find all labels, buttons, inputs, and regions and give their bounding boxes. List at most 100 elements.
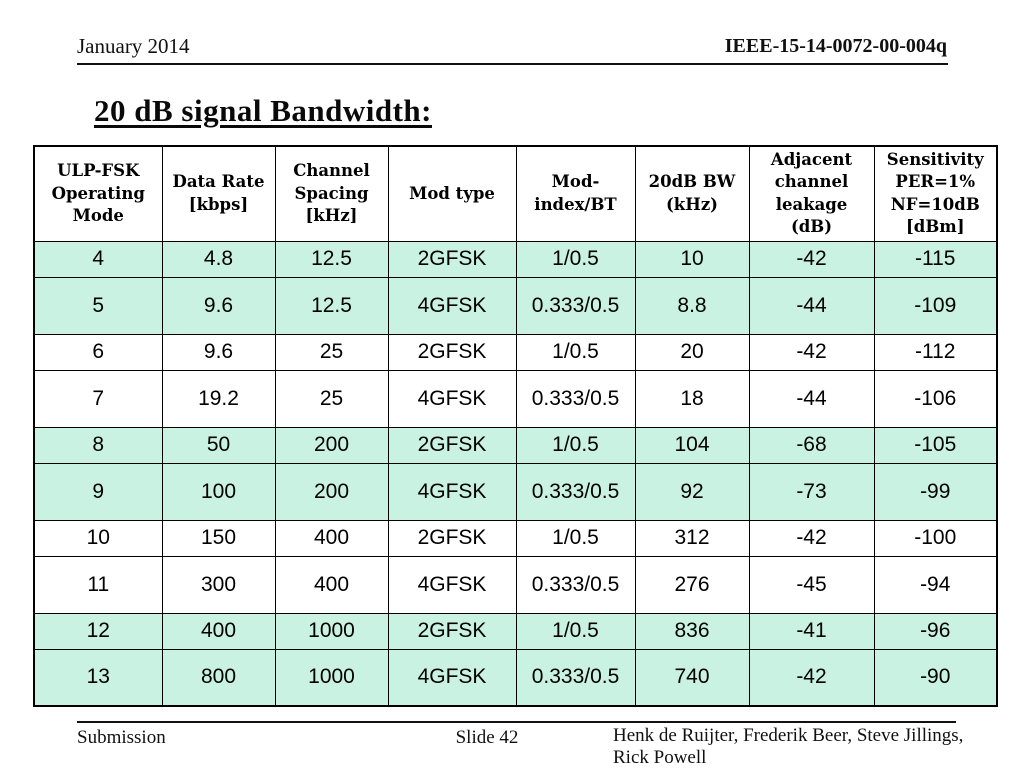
table-cell: 2GFSK <box>387 426 517 464</box>
footer-submission-label: Submission <box>77 727 166 748</box>
table-cell: 50 <box>161 426 276 464</box>
table-cell: -42 <box>748 519 875 557</box>
table-cell: -73 <box>748 462 875 521</box>
table-cell: 1/0.5 <box>515 612 636 650</box>
table-cell: 0.333/0.5 <box>515 276 636 335</box>
table-cell: 200 <box>274 462 389 521</box>
table-cell: -94 <box>873 555 998 614</box>
table-cell: 4GFSK <box>387 276 517 335</box>
table-cell: 92 <box>634 462 750 521</box>
table-cell: 400 <box>274 555 389 614</box>
table-cell: 12 <box>33 612 163 650</box>
table-header-cell: Channel Spacing [kHz] <box>274 145 389 242</box>
footer-rule <box>77 721 956 723</box>
footer-authors-line1: Henk de Ruijter, Frederik Beer, Steve Ji… <box>613 725 964 746</box>
header-document-id: IEEE-15-14-0072-00-004q <box>724 35 947 57</box>
footer-authors-line2: Rick Powell <box>613 747 707 768</box>
table-cell: 2GFSK <box>387 240 517 278</box>
table-cell: -106 <box>873 369 998 428</box>
table-cell: 1/0.5 <box>515 519 636 557</box>
table-header-cell: Sensitivity PER=1% NF=10dB [dBm] <box>873 145 998 242</box>
table-cell: -90 <box>873 648 998 707</box>
table-cell: -42 <box>748 648 875 707</box>
table-body: 4 4.8 12.5 2GFSK 1/0.5 10 -42 -115 5 9.6 12.5 4GFSK… <box>33 240 998 707</box>
table-row: 5 9.6 12.5 4GFSK 0.333/0.5 8.8 -44 -109 <box>33 276 998 335</box>
table-cell: -105 <box>873 426 998 464</box>
table-cell: 12.5 <box>274 240 389 278</box>
table-header-row: ULP-FSK Operating Mode Data Rate [kbps] Ch… <box>33 145 998 242</box>
table-cell: 800 <box>161 648 276 707</box>
table-cell: 1/0.5 <box>515 333 636 371</box>
table-cell: 2GFSK <box>387 333 517 371</box>
table-cell: -109 <box>873 276 998 335</box>
table-cell: 100 <box>161 462 276 521</box>
table-cell: 8 <box>33 426 163 464</box>
table-cell: 1000 <box>274 612 389 650</box>
table-cell: 1000 <box>274 648 389 707</box>
table-cell: 1/0.5 <box>515 240 636 278</box>
table-cell: 9.6 <box>161 276 276 335</box>
table-cell: 9 <box>33 462 163 521</box>
table-cell: 276 <box>634 555 750 614</box>
table-cell: 312 <box>634 519 750 557</box>
table-cell: -44 <box>748 369 875 428</box>
footer-authors: Henk de Ruijter, Frederik Beer, Steve Ji… <box>613 725 1005 768</box>
table-cell: 4.8 <box>161 240 276 278</box>
table-cell: 25 <box>274 369 389 428</box>
table-cell: 20 <box>634 333 750 371</box>
table-row: 4 4.8 12.5 2GFSK 1/0.5 10 -42 -115 <box>33 240 998 278</box>
table-row: 7 19.2 25 4GFSK 0.333/0.5 18 -44 -106 <box>33 369 998 428</box>
table-cell: 7 <box>33 369 163 428</box>
table-cell: 10 <box>33 519 163 557</box>
footer-slide-number: Slide 42 <box>455 727 519 748</box>
table-cell: 104 <box>634 426 750 464</box>
table-cell: 6 <box>33 333 163 371</box>
table-cell: -42 <box>748 333 875 371</box>
table-cell: 9.6 <box>161 333 276 371</box>
table-cell: -112 <box>873 333 998 371</box>
table-cell: -96 <box>873 612 998 650</box>
slide-title: 20 dB signal Bandwidth: <box>94 93 432 128</box>
table-cell: 0.333/0.5 <box>515 462 636 521</box>
table-cell: 400 <box>161 612 276 650</box>
table-cell: 11 <box>33 555 163 614</box>
header-date: January 2014 <box>77 34 190 58</box>
table-row: 8 50 200 2GFSK 1/0.5 104 -68 -105 <box>33 426 998 464</box>
table-cell: 0.333/0.5 <box>515 555 636 614</box>
table-row: 12 400 1000 2GFSK 1/0.5 836 -41 -96 <box>33 612 998 650</box>
table-row: 9 100 200 4GFSK 0.333/0.5 92 -73 -99 <box>33 462 998 521</box>
table-cell: -41 <box>748 612 875 650</box>
table-cell: 19.2 <box>161 369 276 428</box>
table-header-cell: 20dB BW (kHz) <box>634 145 750 242</box>
table-cell: -68 <box>748 426 875 464</box>
table-cell: -44 <box>748 276 875 335</box>
table-cell: 400 <box>274 519 389 557</box>
table-cell: 4 <box>33 240 163 278</box>
table-cell: 150 <box>161 519 276 557</box>
table-cell: 740 <box>634 648 750 707</box>
table-header-cell: Mod type <box>387 145 517 242</box>
table-cell: 200 <box>274 426 389 464</box>
table-cell: 10 <box>634 240 750 278</box>
table-row: 6 9.6 25 2GFSK 1/0.5 20 -42 -112 <box>33 333 998 371</box>
bandwidth-table: ULP-FSK Operating Mode Data Rate [kbps] Ch… <box>33 145 998 707</box>
table-header-cell: Data Rate [kbps] <box>161 145 276 242</box>
table-cell: 8.8 <box>634 276 750 335</box>
table-cell: 0.333/0.5 <box>515 369 636 428</box>
table-cell: 4GFSK <box>387 369 517 428</box>
table-cell: -115 <box>873 240 998 278</box>
table-row: 13 800 1000 4GFSK 0.333/0.5 740 -42 -90 <box>33 648 998 707</box>
table-header-cell: ULP-FSK Operating Mode <box>33 145 163 242</box>
table-cell: 18 <box>634 369 750 428</box>
table-cell: -100 <box>873 519 998 557</box>
table-cell: -99 <box>873 462 998 521</box>
table-cell: 4GFSK <box>387 648 517 707</box>
table-cell: 0.333/0.5 <box>515 648 636 707</box>
table-cell: 12.5 <box>274 276 389 335</box>
table-cell: 13 <box>33 648 163 707</box>
table-cell: 2GFSK <box>387 519 517 557</box>
header-rule <box>77 63 948 65</box>
table-header-cell: Mod- index/BT <box>515 145 636 242</box>
table-cell: 1/0.5 <box>515 426 636 464</box>
